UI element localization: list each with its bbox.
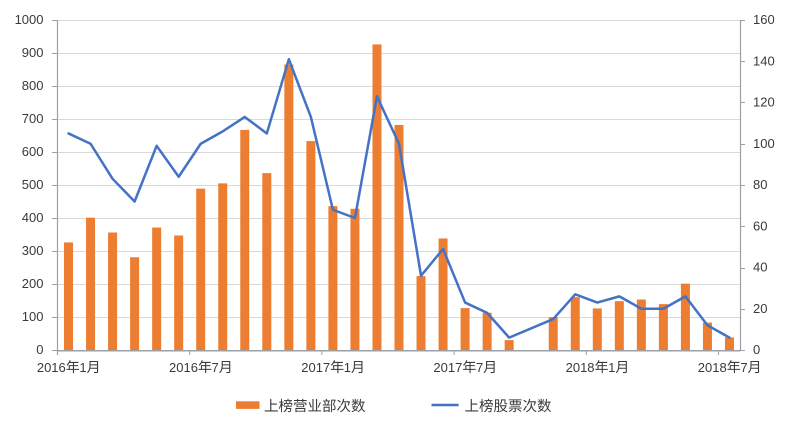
- svg-text:0: 0: [176, 360, 183, 375]
- svg-text:60: 60: [753, 218, 767, 233]
- svg-text:1: 1: [580, 360, 587, 375]
- svg-text:0: 0: [753, 342, 760, 357]
- svg-text:1: 1: [712, 360, 719, 375]
- svg-text:1: 1: [316, 360, 323, 375]
- svg-text:80: 80: [753, 177, 767, 192]
- svg-text:1: 1: [51, 360, 58, 375]
- svg-text:500: 500: [22, 177, 44, 192]
- svg-text:1000: 1000: [15, 12, 44, 27]
- svg-text:2: 2: [37, 360, 44, 375]
- svg-text:20: 20: [753, 301, 767, 316]
- svg-text:1: 1: [183, 360, 190, 375]
- svg-text:40: 40: [753, 260, 767, 275]
- svg-text:7: 7: [323, 360, 330, 375]
- svg-text:120: 120: [753, 95, 775, 110]
- svg-text:100: 100: [753, 136, 775, 151]
- svg-text:8: 8: [720, 360, 727, 375]
- svg-text:1: 1: [608, 360, 615, 375]
- svg-text:7: 7: [212, 360, 219, 375]
- svg-text:2: 2: [566, 360, 573, 375]
- svg-text:8: 8: [587, 360, 594, 375]
- svg-text:6: 6: [59, 360, 66, 375]
- svg-text:100: 100: [22, 309, 44, 324]
- svg-text:800: 800: [22, 78, 44, 93]
- svg-text:7: 7: [476, 360, 483, 375]
- svg-text:160: 160: [753, 12, 775, 27]
- svg-text:900: 900: [22, 45, 44, 60]
- svg-text:1: 1: [344, 360, 351, 375]
- svg-text:2: 2: [698, 360, 705, 375]
- svg-text:1: 1: [448, 360, 455, 375]
- svg-text:0: 0: [308, 360, 315, 375]
- svg-text:2: 2: [433, 360, 440, 375]
- svg-text:7: 7: [455, 360, 462, 375]
- svg-text:600: 600: [22, 144, 44, 159]
- svg-text:700: 700: [22, 111, 44, 126]
- svg-text:1: 1: [79, 360, 86, 375]
- svg-text:0: 0: [705, 360, 712, 375]
- svg-text:0: 0: [44, 360, 51, 375]
- svg-text:0: 0: [441, 360, 448, 375]
- svg-text:6: 6: [191, 360, 198, 375]
- svg-text:400: 400: [22, 210, 44, 225]
- svg-text:140: 140: [753, 53, 775, 68]
- svg-text:300: 300: [22, 243, 44, 258]
- svg-text:0: 0: [36, 342, 43, 357]
- svg-text:7: 7: [740, 360, 747, 375]
- svg-text:200: 200: [22, 276, 44, 291]
- svg-text:2: 2: [301, 360, 308, 375]
- svg-text:2: 2: [169, 360, 176, 375]
- svg-text:0: 0: [573, 360, 580, 375]
